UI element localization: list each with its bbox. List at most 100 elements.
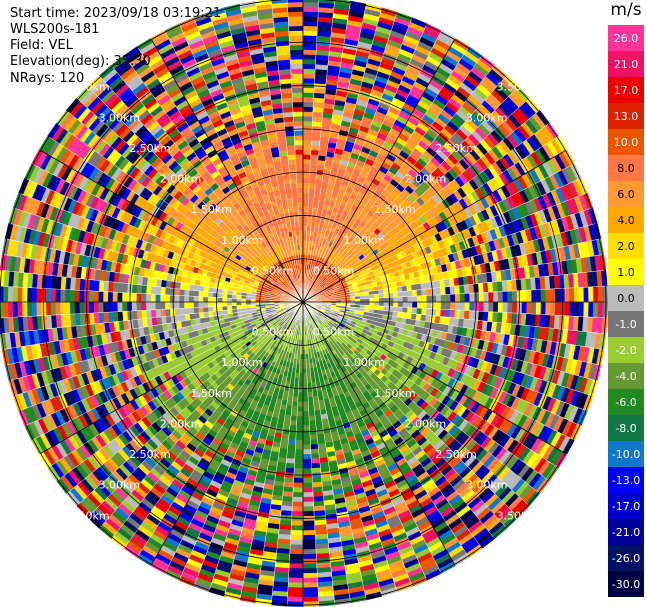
gate-cell bbox=[297, 392, 304, 398]
gate-cell bbox=[302, 358, 307, 365]
gate-cell bbox=[588, 301, 594, 318]
gate-cell bbox=[445, 301, 451, 310]
gate-cell bbox=[478, 282, 484, 293]
gate-cell bbox=[309, 420, 317, 426]
gate-cell bbox=[444, 286, 451, 295]
gate-cell bbox=[311, 458, 321, 464]
gate-cell bbox=[435, 308, 442, 317]
gate-cell bbox=[383, 292, 389, 298]
gate-cell bbox=[459, 293, 466, 303]
gate-cell bbox=[302, 511, 315, 517]
gate-cell bbox=[288, 577, 304, 584]
gate-cell bbox=[308, 182, 316, 189]
gate-cell bbox=[302, 473, 313, 479]
gate-cell bbox=[309, 424, 317, 431]
gate-cell bbox=[474, 301, 480, 312]
gate-cell bbox=[290, 525, 304, 531]
gate-cell bbox=[302, 0, 319, 3]
gate-cell bbox=[410, 283, 417, 291]
gate-cell bbox=[302, 120, 313, 127]
gate-cell bbox=[289, 424, 297, 431]
gate-cell bbox=[435, 294, 442, 303]
gate-cell bbox=[312, 491, 324, 498]
gate-cell bbox=[302, 582, 319, 588]
gate-cell bbox=[364, 298, 370, 303]
gate-cell bbox=[287, 591, 304, 598]
gate-cell bbox=[308, 410, 316, 417]
gate-cell bbox=[302, 382, 308, 388]
gate-cell bbox=[411, 307, 418, 315]
gate-cell bbox=[309, 173, 317, 180]
gate-cell bbox=[291, 401, 298, 407]
gate-cell bbox=[521, 301, 527, 314]
gate-cell bbox=[535, 301, 542, 315]
gate-cell bbox=[435, 287, 442, 296]
gate-cell bbox=[302, 482, 313, 488]
velocity-field bbox=[0, 0, 608, 607]
gate-cell bbox=[397, 301, 404, 308]
gate-cell bbox=[302, 6, 319, 13]
gate-cell bbox=[592, 286, 599, 303]
gate-cell bbox=[298, 382, 304, 388]
gate-cell bbox=[302, 101, 314, 108]
gate-cell bbox=[287, 439, 296, 445]
gate-cell bbox=[554, 288, 561, 303]
gate-cell bbox=[302, 411, 310, 417]
gate-cell bbox=[383, 297, 389, 303]
gate-cell bbox=[459, 284, 465, 294]
gate-cell bbox=[302, 220, 308, 227]
gate-cell bbox=[521, 290, 527, 303]
gate-cell bbox=[312, 106, 324, 113]
gate-cell bbox=[502, 291, 508, 303]
gate-cell bbox=[416, 289, 423, 297]
gate-cell bbox=[302, 168, 311, 174]
gate-cell bbox=[302, 16, 319, 22]
gate-cell bbox=[312, 481, 323, 488]
ray-gap bbox=[302, 9, 382, 303]
gate-cell bbox=[492, 311, 499, 323]
gate-cell bbox=[295, 439, 304, 445]
gate-cell bbox=[302, 572, 318, 579]
gate-cell bbox=[290, 415, 298, 422]
gate-cell bbox=[293, 473, 304, 479]
gate-cell bbox=[311, 135, 321, 142]
gate-cell bbox=[488, 291, 494, 303]
gate-cell bbox=[487, 311, 494, 323]
gate-cell bbox=[507, 290, 513, 303]
gate-cell bbox=[478, 292, 485, 303]
gate-cell bbox=[299, 363, 304, 369]
gate-cell bbox=[512, 301, 518, 314]
gate-cell bbox=[569, 287, 575, 303]
gate-cell bbox=[588, 286, 594, 303]
gate-cell bbox=[469, 292, 475, 303]
gate-cell bbox=[421, 295, 427, 303]
gate-cell bbox=[407, 307, 413, 314]
gate-cell bbox=[602, 285, 608, 303]
gate-cell bbox=[545, 288, 551, 303]
gate-cell bbox=[292, 496, 304, 503]
ray-gap bbox=[302, 13, 397, 303]
gate-cell bbox=[592, 301, 599, 318]
gate-cell bbox=[302, 173, 310, 179]
gate-cell bbox=[302, 477, 313, 484]
gate-cell bbox=[289, 420, 297, 426]
gate-cell bbox=[402, 296, 408, 303]
gate-cell bbox=[464, 293, 470, 303]
ray-gap bbox=[302, 87, 518, 303]
gate-cell bbox=[440, 286, 446, 295]
gate-cell bbox=[302, 63, 316, 70]
gate-cell bbox=[478, 311, 484, 322]
gate-cell bbox=[378, 293, 384, 299]
gate-cell bbox=[449, 309, 456, 319]
gate-cell bbox=[402, 301, 408, 308]
gate-cell bbox=[483, 301, 489, 312]
gate-cell bbox=[296, 415, 304, 422]
gate-cell bbox=[454, 309, 461, 319]
gate-cell bbox=[302, 539, 316, 545]
gate-cell bbox=[302, 563, 318, 569]
gate-cell bbox=[302, 230, 307, 236]
gate-cell bbox=[435, 301, 442, 310]
gate-cell bbox=[302, 591, 319, 598]
gate-cell bbox=[550, 288, 556, 303]
ray-gap bbox=[302, 76, 506, 303]
